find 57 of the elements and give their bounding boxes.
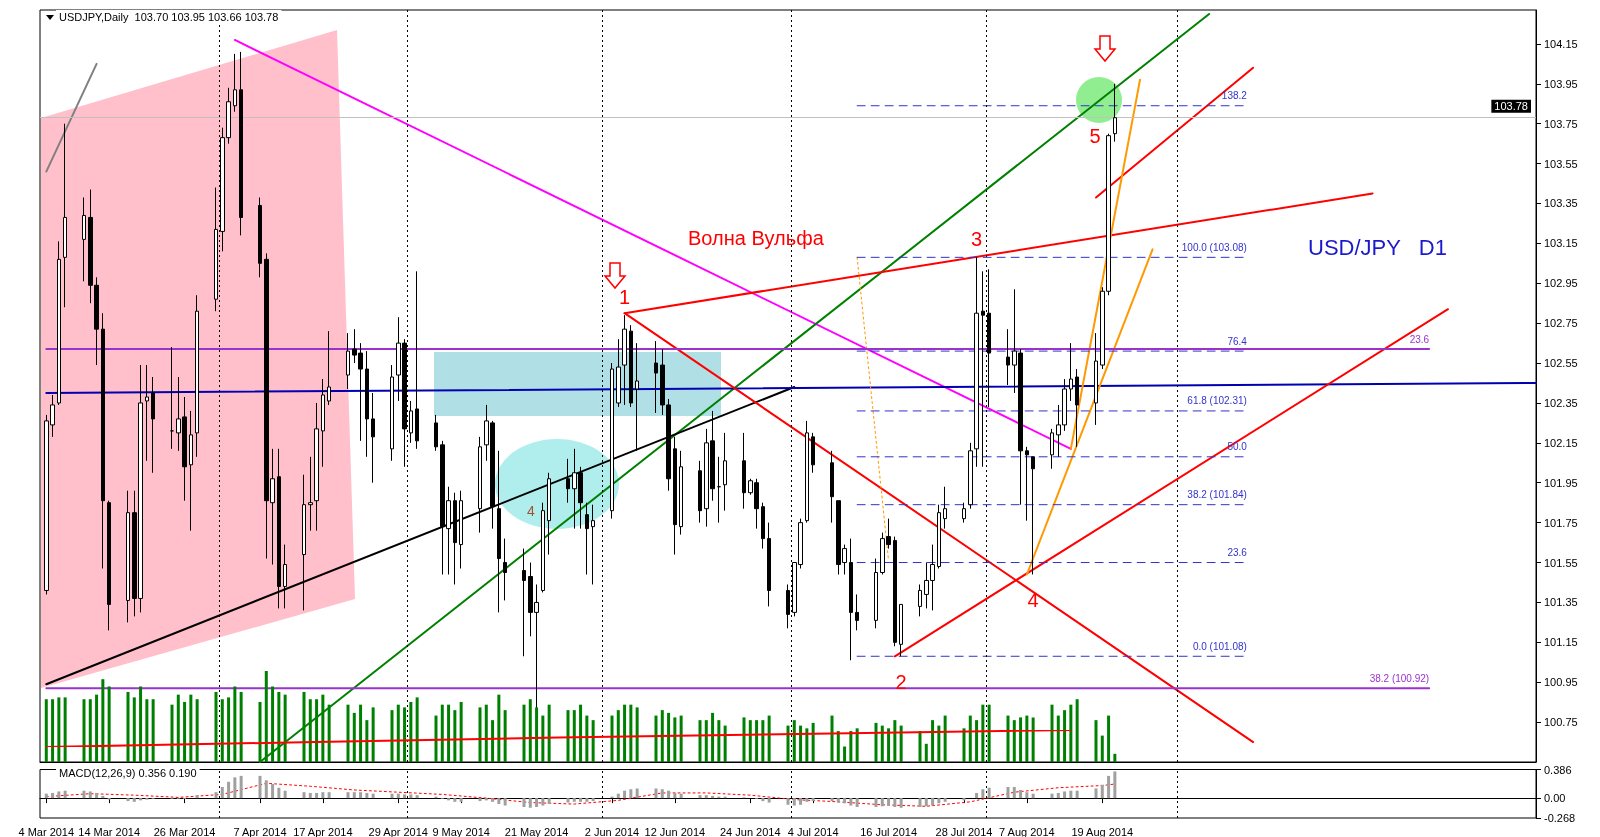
ref-line-label: 103.78 <box>1494 100 1528 113</box>
x-tick-label: 24 Jun 2014 <box>720 825 781 837</box>
x-tick-label: 29 Apr 2014 <box>368 825 428 837</box>
series-label: 23.6 <box>1227 547 1248 559</box>
annotation: 4 <box>527 502 536 519</box>
y-tick-label: 0.00 <box>1544 792 1566 805</box>
annotation: 1 <box>619 286 631 309</box>
y-tick-label: 102.15 <box>1544 436 1578 449</box>
x-tick-label: 7 Aug 2014 <box>999 825 1055 837</box>
x-tick-label: 14 Mar 2014 <box>78 825 141 837</box>
y-tick-label: 103.75 <box>1544 117 1578 130</box>
y-tick-label: 103.95 <box>1544 77 1578 90</box>
series-label: 23.6 <box>1409 333 1430 345</box>
x-tick-label: 4 Mar 2014 <box>18 825 75 837</box>
series-label: 38.2 (100.92) <box>1369 672 1430 684</box>
y-tick-label: 101.75 <box>1544 516 1578 529</box>
chart-title: MACD(12,26,9) 0.356 0.190 <box>59 766 197 779</box>
y-tick-label: 104.15 <box>1544 37 1578 50</box>
y-tick-label: 101.55 <box>1544 556 1578 569</box>
series-label: 76.4 <box>1227 335 1248 347</box>
y-tick-label: 101.15 <box>1544 636 1578 649</box>
x-tick-label: 2 Jun 2014 <box>584 825 640 837</box>
y-tick-label: 103.35 <box>1544 197 1578 210</box>
chart-title: USDJPY,Daily 103.70 103.95 103.66 103.78 <box>59 10 279 23</box>
y-tick-label: 103.15 <box>1544 237 1578 250</box>
y-tick-label: 102.95 <box>1544 277 1578 290</box>
annotation: Волна Вульфа <box>688 227 825 249</box>
annotation: USD/JPY D1 <box>1308 234 1447 260</box>
x-tick-label: 9 May 2014 <box>432 825 490 837</box>
y-tick-label: 103.55 <box>1544 157 1578 170</box>
x-tick-label: 17 Apr 2014 <box>293 825 353 837</box>
y-tick-label: 100.75 <box>1544 716 1578 729</box>
y-tick-label: 102.35 <box>1544 396 1578 409</box>
x-tick-label: 28 Jul 2014 <box>935 825 993 837</box>
annotation: 4 <box>1027 589 1039 612</box>
x-tick-label: 7 Apr 2014 <box>233 825 287 837</box>
x-tick-label: 4 Jul 2014 <box>787 825 839 837</box>
x-tick-label: 12 Jun 2014 <box>644 825 706 837</box>
series-label: 50.0 <box>1227 441 1248 453</box>
series-label: 100.0 (103.08) <box>1181 241 1247 253</box>
x-tick-label: 26 Mar 2014 <box>153 825 216 837</box>
y-tick-label: 101.35 <box>1544 596 1578 609</box>
annotation: 5 <box>1089 124 1101 147</box>
x-tick-label: 16 Jul 2014 <box>860 825 918 837</box>
x-tick-label: 19 Aug 2014 <box>1071 825 1134 837</box>
y-tick-label: 102.75 <box>1544 317 1578 330</box>
x-tick-label: 21 May 2014 <box>504 825 569 837</box>
y-tick-label: 0.386 <box>1544 763 1572 776</box>
y-tick-label: 102.55 <box>1544 357 1578 370</box>
y-tick-label: 100.95 <box>1544 676 1578 689</box>
annotation: 3 <box>971 228 983 251</box>
y-tick-label: 101.95 <box>1544 476 1578 489</box>
series-label: 61.8 (102.31) <box>1187 395 1247 407</box>
series-label: 138.2 <box>1221 90 1248 102</box>
y-tick-label: -0.268 <box>1544 812 1576 824</box>
series-label: 38.2 (101.84) <box>1187 489 1247 501</box>
series-label: 0.0 (101.08) <box>1192 640 1247 652</box>
